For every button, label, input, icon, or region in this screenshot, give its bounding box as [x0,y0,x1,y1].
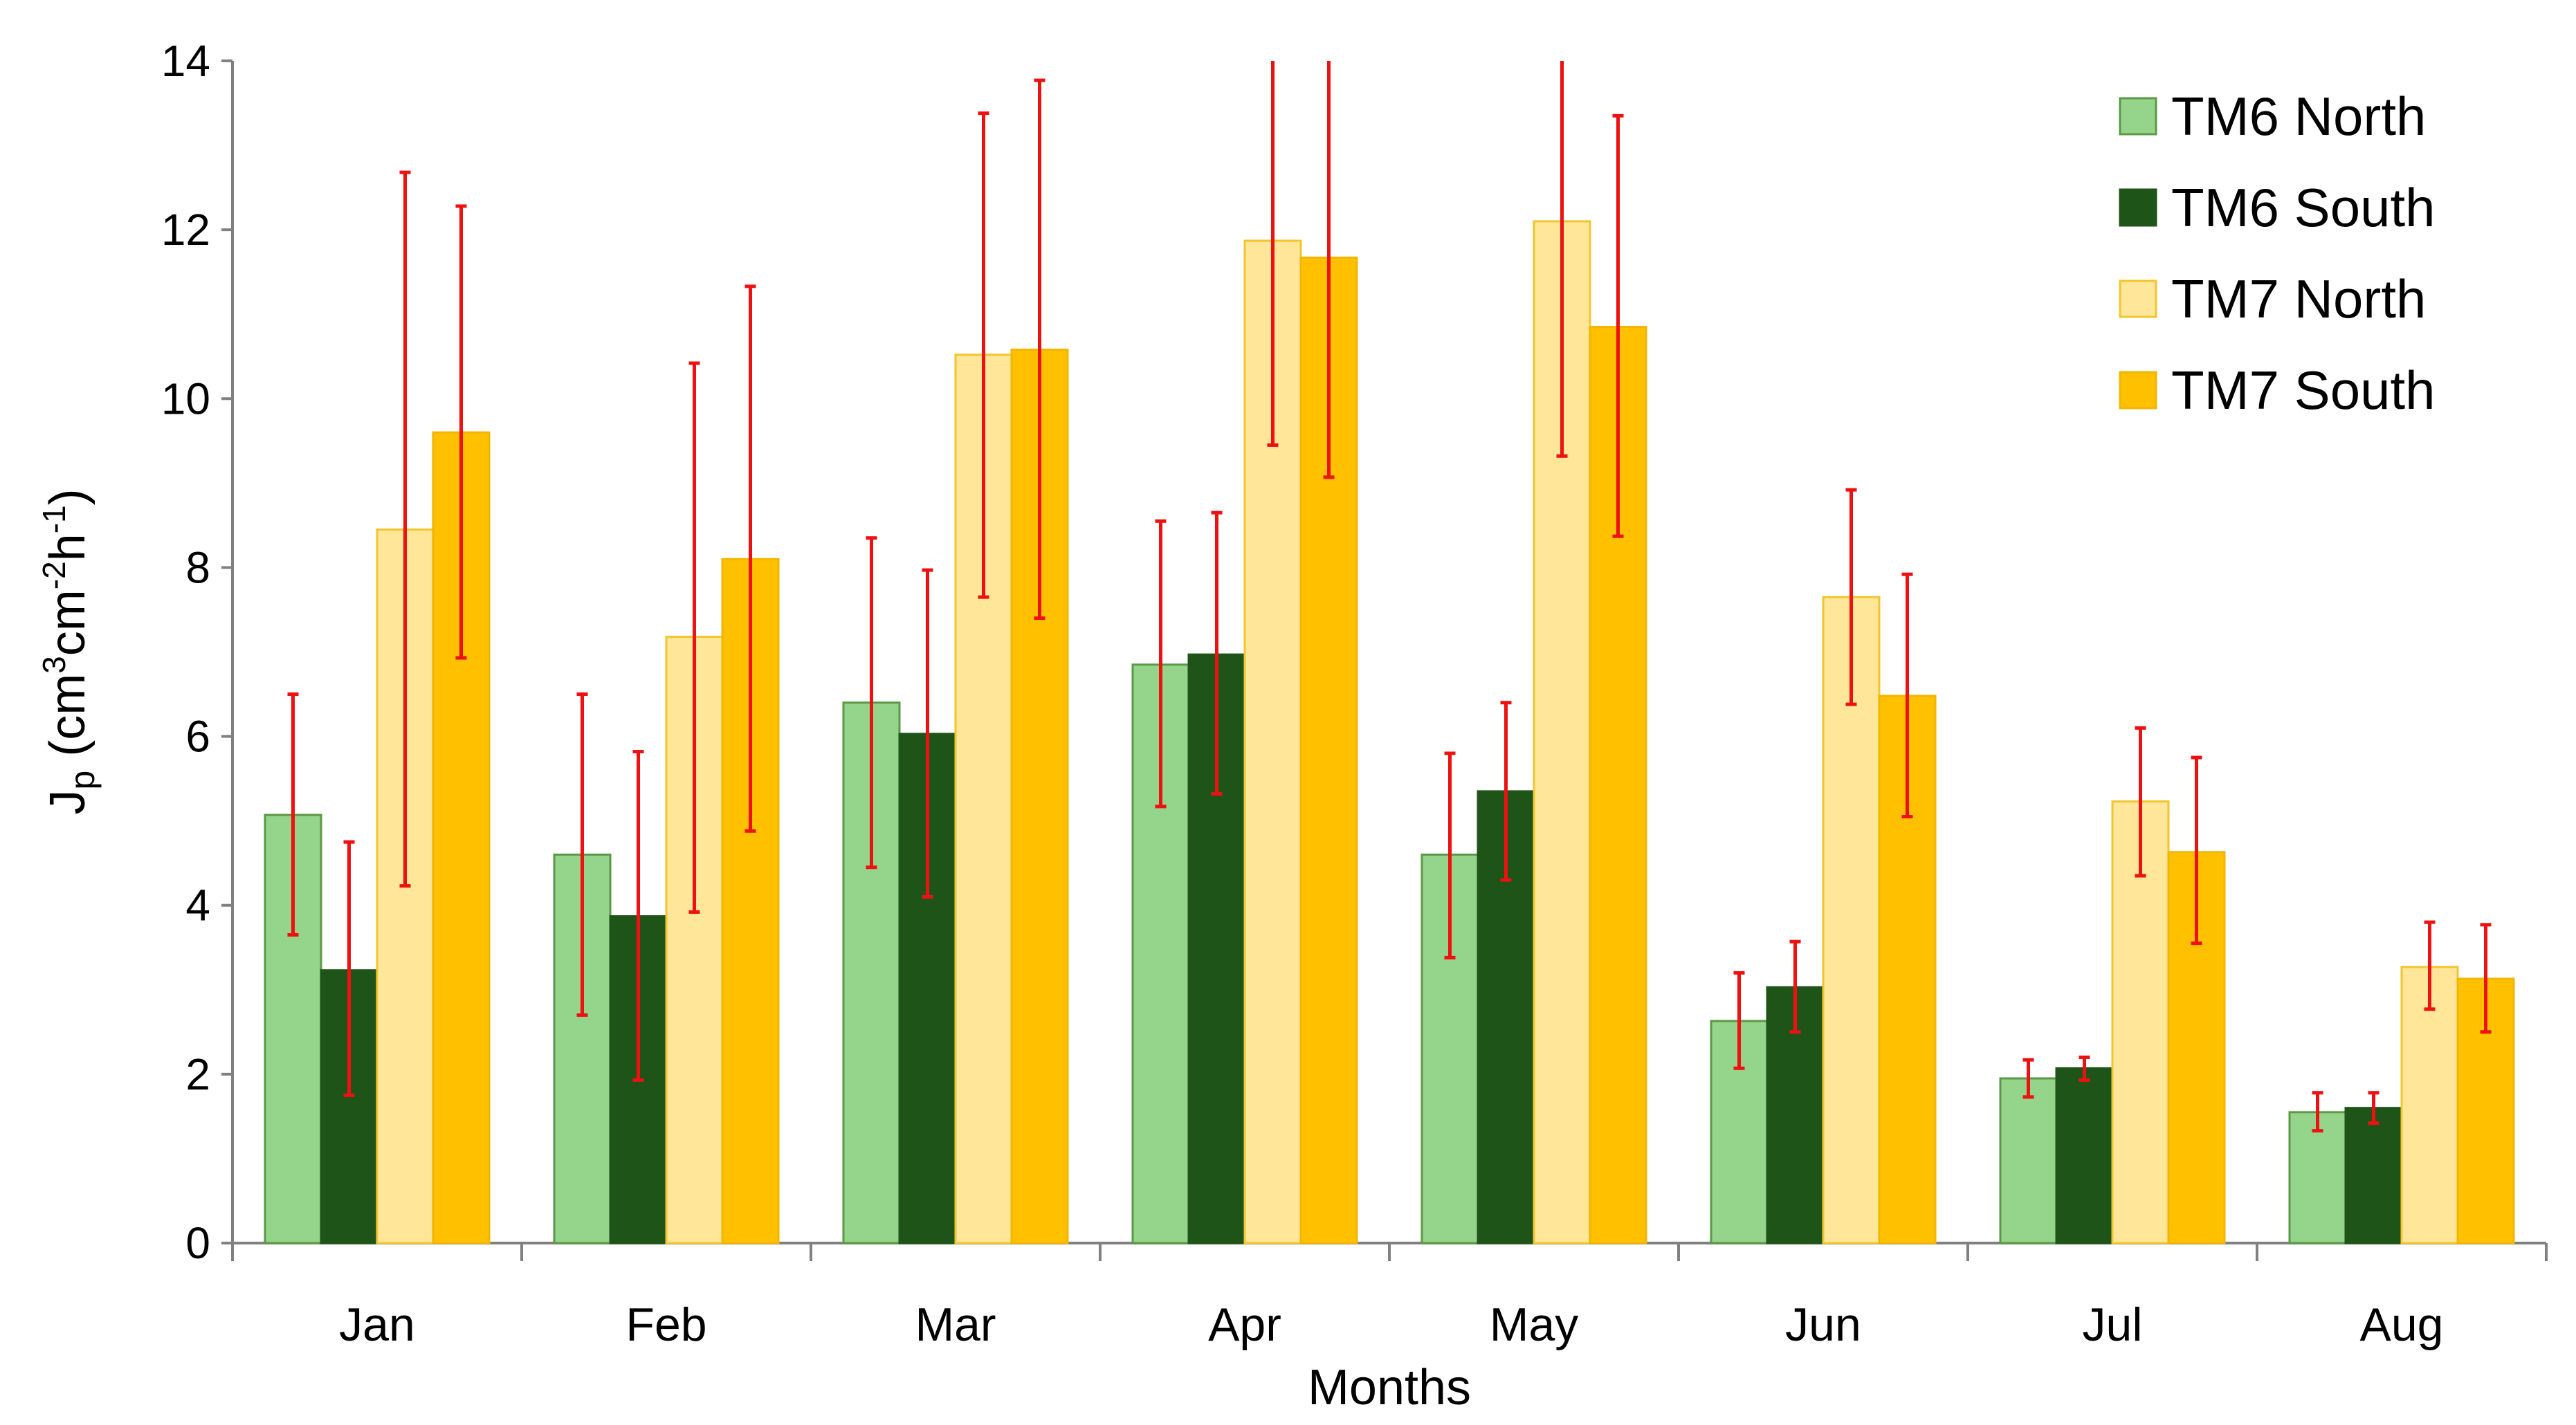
bar [2344,1107,2403,1244]
y-tick-label: 14 [161,36,210,86]
plot-area: 0 2 4 6 8 10 12 14 Jan Feb Mar Apr May Jun Jul Aug [161,36,2548,1351]
bar [1421,853,1479,1244]
y-tick-label: 12 [161,205,210,255]
bar [1299,256,1358,1244]
legend-swatch [2119,188,2157,227]
x-category-label: Feb [625,1298,706,1351]
x-category-label: May [1490,1298,1578,1351]
legend-swatch [2119,371,2157,410]
bar [2288,1111,2347,1244]
bar [2055,1067,2114,1244]
error-bars [287,61,2492,1133]
x-category-label: Jun [1785,1298,1861,1351]
x-category-label: Aug [2360,1298,2444,1351]
legend-swatch [2119,97,2157,136]
legend-swatch [2119,279,2157,318]
y-ticks: 0 2 4 6 8 10 12 14 [161,36,232,1268]
x-category-label: Jul [2083,1298,2143,1351]
y-axis-title: Jp (cm3cm-2h-1) [36,488,102,814]
y-tick-label: 10 [161,374,210,423]
legend-label: TM6 South [2171,177,2436,238]
y-tick-label: 2 [185,1049,210,1099]
legend: TM6 North TM6 South TM7 North TM7 South [2119,86,2436,421]
x-category-label: Mar [915,1298,996,1351]
legend-label: TM7 North [2171,268,2426,329]
y-tick-label: 4 [185,881,210,930]
x-category-label: Jan [339,1298,415,1351]
x-ticks: Jan Feb Mar Apr May Jun Jul Aug [231,1243,2548,1351]
bar [1999,1077,2058,1244]
bar [2111,800,2170,1244]
y-tick-label: 8 [185,542,210,592]
x-axis-title: Months [1308,1360,1471,1415]
y-tick-label: 0 [185,1218,210,1268]
y-tick-label: 6 [185,712,210,762]
legend-label: TM6 North [2171,86,2426,147]
bar [2400,966,2459,1244]
x-category-label: Apr [1208,1298,1281,1351]
legend-label: TM7 South [2171,360,2436,421]
